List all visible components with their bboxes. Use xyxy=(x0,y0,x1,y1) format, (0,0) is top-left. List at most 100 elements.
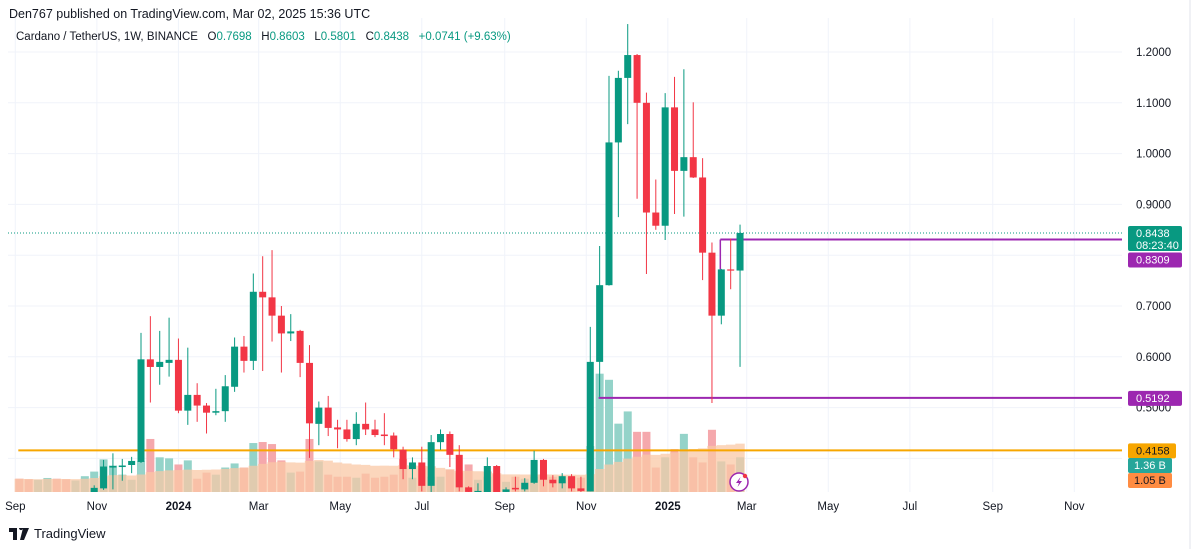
footer-brand[interactable]: TradingView xyxy=(9,526,106,541)
level-label-lower-bg xyxy=(1128,390,1182,406)
level-label-lower-text: 0.5192 xyxy=(1136,393,1170,405)
candle xyxy=(446,431,454,468)
symbol-legend: Cardano / TetherUS, 1W, BINANCE O0.7698 … xyxy=(16,31,511,43)
footer-brand-label: TradingView xyxy=(34,526,106,541)
volume-bar xyxy=(623,411,632,492)
price-tick: 1.2000 xyxy=(1136,47,1171,59)
time-axis[interactable]: Sep Nov 2024 Mar May Jul Sep Nov 2025 Mar May Jul Se… xyxy=(5,501,1085,513)
candle xyxy=(605,75,613,286)
candle-body xyxy=(671,107,679,171)
close-value: 0.8438 xyxy=(373,31,410,43)
time-tick: Sep xyxy=(5,501,25,513)
symbol-title[interactable]: Cardano / TetherUS, 1W, BINANCE xyxy=(16,31,198,43)
candle-body xyxy=(549,479,557,484)
lightning-icon[interactable] xyxy=(729,472,749,492)
volume-label-bg xyxy=(1128,473,1172,488)
candle xyxy=(521,478,529,492)
candle-body xyxy=(455,454,463,488)
candle xyxy=(193,383,201,422)
candle-body xyxy=(699,177,707,253)
candle-body xyxy=(511,487,519,490)
last-price-label-text: 0.8438 xyxy=(1136,228,1170,240)
candle xyxy=(652,179,660,230)
time-tick: Sep xyxy=(494,501,514,513)
candle xyxy=(727,238,735,290)
level-label-upper: 0.8309 xyxy=(1128,252,1182,268)
candle xyxy=(334,419,342,449)
candle xyxy=(558,473,566,489)
candle xyxy=(203,403,211,434)
candle-body xyxy=(174,359,182,411)
level-label-lower: 0.5192 xyxy=(1128,390,1182,406)
candle xyxy=(305,345,313,458)
time-tick: Jul xyxy=(903,501,918,513)
candle-body xyxy=(334,427,342,430)
level-label-upper-text: 0.8309 xyxy=(1136,255,1170,267)
candle xyxy=(231,337,239,392)
candle-body xyxy=(184,394,192,411)
candle-body xyxy=(380,434,388,437)
candle-body xyxy=(259,291,267,298)
change-value: +0.0741 (+9.63%) xyxy=(418,31,511,43)
horizontal-levels[interactable] xyxy=(8,232,1122,452)
candle-body xyxy=(156,361,164,367)
candle-body xyxy=(437,434,445,443)
candle xyxy=(90,485,98,492)
candle-body xyxy=(137,359,145,462)
candle xyxy=(277,306,285,373)
candle xyxy=(296,329,304,378)
candle xyxy=(174,338,182,414)
volume-label: 1.05 B xyxy=(1128,473,1172,488)
tradingview-logo-icon xyxy=(9,527,29,540)
candle-body xyxy=(502,489,510,492)
time-tick: May xyxy=(329,501,351,513)
support-label: 0.4158 xyxy=(1128,443,1176,459)
candle-body xyxy=(465,487,473,492)
support-label-bg xyxy=(1128,443,1176,459)
candle-body xyxy=(708,252,716,316)
candle-body xyxy=(605,142,613,286)
grid xyxy=(8,18,1122,492)
candle xyxy=(418,446,426,492)
time-tick: May xyxy=(817,501,839,513)
candle-body xyxy=(249,291,257,361)
candle-body xyxy=(315,407,323,424)
high-label: H xyxy=(261,31,270,43)
volume-label-text: 1.36 B xyxy=(1134,460,1166,472)
candle-body xyxy=(596,285,604,362)
candle xyxy=(146,316,154,403)
candle xyxy=(371,419,379,438)
time-tick: Mar xyxy=(249,501,269,513)
candle xyxy=(408,457,416,480)
price-tick: 0.6000 xyxy=(1136,352,1171,364)
candle-body xyxy=(268,297,276,316)
candle-body xyxy=(193,394,201,406)
volume-bar xyxy=(146,438,155,492)
candle-body xyxy=(100,466,108,489)
candle xyxy=(474,483,482,492)
candle xyxy=(736,224,744,367)
candle-body xyxy=(474,490,482,492)
last-price-label-bg xyxy=(1128,225,1182,251)
candle-body xyxy=(399,449,407,470)
volume-bar xyxy=(605,379,613,492)
candle-body xyxy=(689,157,697,178)
candle-body xyxy=(736,232,744,271)
candle xyxy=(137,332,145,463)
candle-body xyxy=(165,359,173,363)
candle-body xyxy=(203,405,211,413)
candle-body xyxy=(128,460,136,466)
candle-body xyxy=(231,346,239,387)
candle xyxy=(549,475,557,488)
candle xyxy=(437,429,445,450)
last-price-label-text: 08:23:40 xyxy=(1136,240,1179,252)
candle xyxy=(539,458,547,487)
candle-body xyxy=(624,55,632,78)
candle-body xyxy=(530,459,538,483)
candle xyxy=(699,158,707,281)
candle xyxy=(362,402,370,436)
candle-body xyxy=(661,107,669,226)
candle xyxy=(633,54,641,199)
